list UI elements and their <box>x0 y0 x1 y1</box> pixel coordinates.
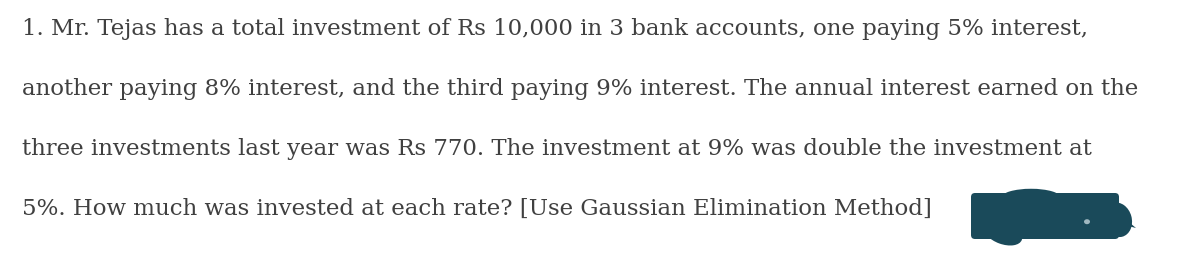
Text: three investments last year was Rs 770. The investment at 9% was double the inve: three investments last year was Rs 770. … <box>22 138 1092 160</box>
Ellipse shape <box>1001 189 1061 207</box>
Text: 5%. How much was invested at each rate? [Use Gaussian Elimination Method]: 5%. How much was invested at each rate? … <box>22 198 932 220</box>
Text: another paying 8% interest, and the third paying 9% interest. The annual interes: another paying 8% interest, and the thir… <box>22 78 1139 100</box>
Polygon shape <box>1108 208 1136 228</box>
Ellipse shape <box>1084 219 1090 224</box>
Ellipse shape <box>1104 203 1132 237</box>
FancyBboxPatch shape <box>971 193 1120 239</box>
Text: 1. Mr. Tejas has a total investment of Rs 10,000 in 3 bank accounts, one paying : 1. Mr. Tejas has a total investment of R… <box>22 18 1088 40</box>
Ellipse shape <box>984 221 1022 245</box>
